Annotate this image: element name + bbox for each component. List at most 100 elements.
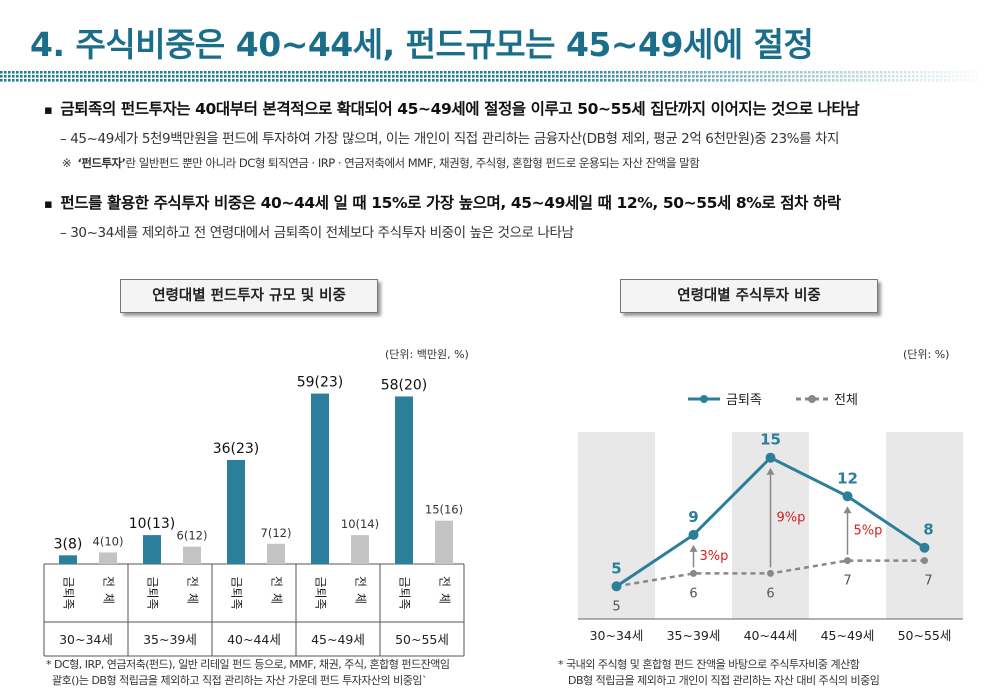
bar-label-금퇴족-35~39세: 10(13) (129, 516, 176, 532)
title-bar-dot (212, 75, 215, 78)
bar-category-40~44세: 40~44세 (227, 632, 281, 647)
title-bar-dot (884, 75, 887, 78)
bar-label-전체-35~39세: 6(12) (177, 529, 208, 543)
title-bar-dot (168, 75, 171, 78)
title-bar-dot (488, 71, 491, 74)
title-bar-dot (964, 75, 967, 78)
title-bar-dot (204, 71, 207, 74)
title-bar-dot (780, 71, 783, 74)
title-bar-dot (124, 79, 127, 82)
point-금퇴족-40~44세 (765, 452, 776, 463)
title-bar-dot (964, 71, 967, 74)
title-bar-dot (256, 75, 259, 78)
legend-marker-전체 (808, 395, 816, 403)
title-bar-dot (844, 79, 847, 82)
title-bar-dot (740, 79, 743, 82)
title-bar-dot (380, 71, 383, 74)
title-bar-dot (656, 79, 659, 82)
title-bar-dot (960, 71, 963, 74)
title-bar-dot (212, 71, 215, 74)
title-bar-dot (520, 71, 523, 74)
line-chart-footnote: * 국내외 주식형 및 혼합형 펀드 잔액을 바탕으로 주식투자비중 계산함 D… (558, 657, 880, 689)
title-bar-dot (120, 79, 123, 82)
title-bar-dot (608, 75, 611, 78)
title-bar-dot (216, 79, 219, 82)
title-bar-dot (400, 75, 403, 78)
title-bar-dot (628, 75, 631, 78)
title-bar-dot (872, 79, 875, 82)
title-bar-dot (16, 79, 19, 82)
title-bar-dot (940, 71, 943, 74)
title-bar-dot (328, 79, 331, 82)
title-bar-dot (152, 75, 155, 78)
title-bar-dot (684, 75, 687, 78)
title-bar-dot (812, 75, 815, 78)
title-bar-dot (748, 79, 751, 82)
title-bar-dot (572, 79, 575, 82)
title-bar-dot (880, 79, 883, 82)
bar-전체-35~39세 (183, 546, 201, 564)
title-bar-dot (568, 75, 571, 78)
title-bar-dot (572, 75, 575, 78)
title-bar-dot (376, 79, 379, 82)
title-bar-dot (176, 79, 179, 82)
title-bar-dot (708, 75, 711, 78)
title-bar-dot (512, 75, 515, 78)
title-bar-dot (364, 79, 367, 82)
title-bar-dot (412, 71, 415, 74)
title-bar-dot (360, 79, 363, 82)
title-bar-dot (632, 71, 635, 74)
title-bar-dot (156, 71, 159, 74)
title-bar-dot (388, 71, 391, 74)
title-bar-dot (116, 75, 119, 78)
bullet-fund-investment: 금퇴족의 펀드투자는 40대부터 본격적으로 확대되어 45~49세에 절정을 … (44, 97, 859, 119)
point-전체-35~39세 (690, 569, 697, 577)
title-bar-dot (172, 79, 175, 82)
title-bar-dot (184, 79, 187, 82)
title-bar-dot (500, 79, 503, 82)
title-bar-dot (360, 75, 363, 78)
line-chart-unit: (단위: %) (903, 348, 950, 361)
title-bar-dot (840, 75, 843, 78)
title-bar-dot (436, 71, 439, 74)
title-bar-dot (552, 71, 555, 74)
title-bar-dot (172, 71, 175, 74)
title-bar-dot (816, 75, 819, 78)
title-bar-dot (928, 71, 931, 74)
title-bar-dot (900, 79, 903, 82)
title-bar-dot (620, 71, 623, 74)
title-bar-dot (876, 79, 879, 82)
title-bar-dot (260, 75, 263, 78)
title-bar-dot (464, 75, 467, 78)
title-bar-dot (368, 75, 371, 78)
title-bar-dot (648, 75, 651, 78)
title-bar-dot (604, 75, 607, 78)
title-bar-dot (764, 75, 767, 78)
bar-전체-30~34세 (99, 552, 117, 564)
title-bar-dot (344, 79, 347, 82)
title-bar-dot (560, 71, 563, 74)
title-bar-dot (328, 75, 331, 78)
title-bar-dot (332, 79, 335, 82)
title-bar-dot (620, 75, 623, 78)
title-bar-dot (32, 71, 35, 74)
title-bar-dot (976, 71, 979, 74)
title-bar-dot (804, 71, 807, 74)
title-bar-dot (884, 79, 887, 82)
title-bar-dot (152, 71, 155, 74)
title-bar-dot (864, 79, 867, 82)
title-bar-dot (720, 79, 723, 82)
title-bar-dot (664, 75, 667, 78)
title-bar-dot (372, 71, 375, 74)
title-bar-dot (444, 79, 447, 82)
title-bar-dot (208, 75, 211, 78)
legend-label-전체: 전체 (834, 393, 858, 408)
bar-label-전체-50~55세: 15(16) (425, 503, 463, 517)
title-bar-dot (672, 75, 675, 78)
title-bar-dot (756, 71, 759, 74)
title-bar-dot (196, 71, 199, 74)
value-전체-45~49세: 7 (843, 574, 851, 589)
title-bar-dot (536, 75, 539, 78)
title-bar-dot (480, 79, 483, 82)
title-bar-dot (348, 79, 351, 82)
